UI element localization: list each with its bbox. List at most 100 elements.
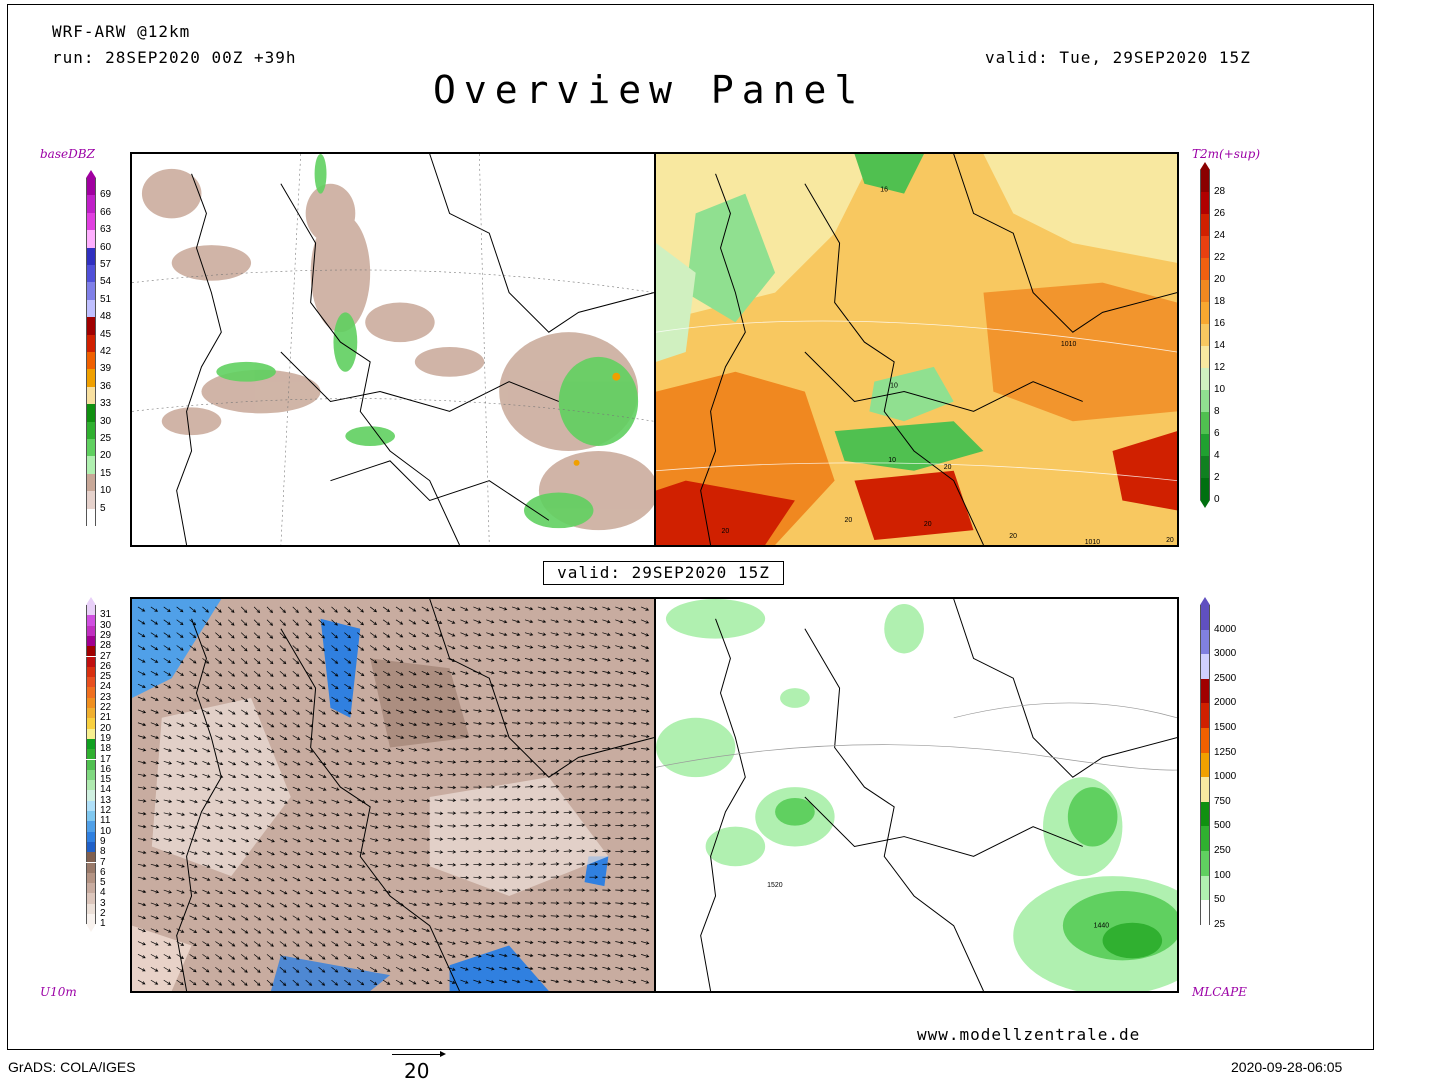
wind-vector — [370, 786, 379, 791]
wind-vector — [563, 632, 573, 636]
wind-vector — [318, 979, 326, 986]
wind-vector — [421, 902, 431, 906]
wind-vector — [524, 772, 534, 776]
wind-vector — [395, 850, 405, 855]
wind-vector — [447, 606, 456, 611]
wind-vector — [602, 645, 611, 649]
wind-vector — [176, 838, 185, 842]
wind-vector — [189, 696, 198, 702]
wind-vector — [215, 658, 223, 664]
wind-vector — [202, 619, 209, 626]
wind-vector — [357, 773, 366, 778]
wind-vector — [215, 683, 223, 690]
wind-vector — [434, 670, 443, 675]
wind-vector — [382, 979, 391, 985]
wind-vector — [447, 889, 457, 893]
wind-vector — [228, 812, 237, 817]
legend-tick-label: 15 — [100, 774, 112, 786]
wind-vector — [202, 928, 210, 934]
wind-vector — [550, 645, 560, 649]
wind-vector — [318, 889, 327, 895]
wind-vector — [434, 773, 444, 777]
wind-vector — [537, 619, 547, 624]
wind-vector — [421, 876, 431, 880]
wind-vector — [408, 954, 417, 959]
wind-vector — [550, 849, 560, 853]
t2m-annotation: 1010 — [1085, 539, 1101, 545]
wind-vector — [189, 928, 198, 933]
wind-vector — [524, 734, 534, 738]
wind-vector — [305, 941, 313, 947]
wind-vector — [137, 709, 147, 714]
legend-tick-label: 4 — [100, 887, 106, 899]
wind-vector — [628, 849, 637, 854]
wind-vector — [369, 966, 378, 972]
wind-vector — [370, 889, 379, 894]
wind-vector — [395, 915, 405, 920]
wind-vector — [589, 632, 598, 636]
wind-vector — [215, 632, 222, 639]
valid-time-top: valid: Tue, 29SEP2020 15Z — [985, 48, 1251, 67]
wind-vector — [447, 876, 457, 880]
wind-vector — [266, 915, 275, 921]
wind-vector — [628, 862, 637, 867]
wind-vector — [344, 748, 353, 753]
wind-vector — [395, 825, 405, 829]
wind-vector — [395, 979, 404, 985]
wind-vector — [344, 825, 353, 830]
wind-vector — [460, 824, 470, 828]
wind-vector — [628, 823, 637, 828]
wind-vector — [279, 748, 288, 753]
legend-swatch — [86, 421, 96, 439]
wind-vector — [370, 838, 379, 842]
valid-time-box: valid: 29SEP2020 15Z — [543, 561, 784, 585]
wind-vector — [318, 966, 326, 973]
wind-vector — [460, 632, 469, 637]
wind-vector — [473, 875, 483, 880]
wind-vector — [189, 761, 198, 765]
wind-vector — [228, 722, 236, 728]
wind-vector — [150, 645, 159, 651]
wind-vector — [331, 709, 339, 715]
wind-vector — [357, 915, 366, 920]
wind-vector — [189, 863, 198, 868]
wind-vector — [137, 928, 147, 933]
wind-vector — [550, 836, 560, 840]
wind-vector — [189, 825, 198, 829]
wind-vector — [357, 838, 366, 842]
wind-vector — [266, 773, 275, 779]
wind-vector — [305, 773, 314, 779]
legend-swatch — [86, 230, 96, 248]
wind-vector — [641, 928, 650, 932]
wind-vector — [331, 761, 340, 766]
wind-vector — [292, 838, 301, 843]
wind-vector — [344, 915, 352, 920]
wind-vector — [576, 606, 585, 611]
wind-vector — [421, 696, 430, 701]
legend-tick-label: 20 — [1214, 274, 1226, 285]
wind-vector — [176, 670, 184, 676]
legend-tick-label: 7 — [100, 856, 106, 868]
legend-swatch — [86, 677, 96, 688]
website-url[interactable]: www.modellzentrale.de — [917, 1025, 1141, 1044]
wind-vector — [279, 761, 288, 766]
wind-vector — [357, 748, 366, 753]
wind-vector — [447, 696, 456, 701]
legend-swatch — [86, 852, 96, 863]
wind-vector — [305, 670, 313, 677]
wind-vector — [228, 825, 237, 830]
wind-vector — [524, 914, 534, 918]
wind-vector — [589, 953, 598, 958]
wind-vector — [279, 799, 288, 804]
wind-vector — [447, 915, 457, 919]
wind-vector — [202, 941, 210, 947]
wind-vector — [486, 979, 495, 984]
wind-vector — [524, 696, 534, 700]
wind-vector — [550, 632, 560, 636]
legend-tick-label: 100 — [1214, 869, 1231, 881]
wind-vector — [137, 735, 147, 739]
wind-vector — [460, 798, 470, 802]
wind-vector — [499, 849, 508, 853]
wind-vector — [563, 823, 573, 827]
legend-tick-label: 250 — [1214, 845, 1231, 856]
